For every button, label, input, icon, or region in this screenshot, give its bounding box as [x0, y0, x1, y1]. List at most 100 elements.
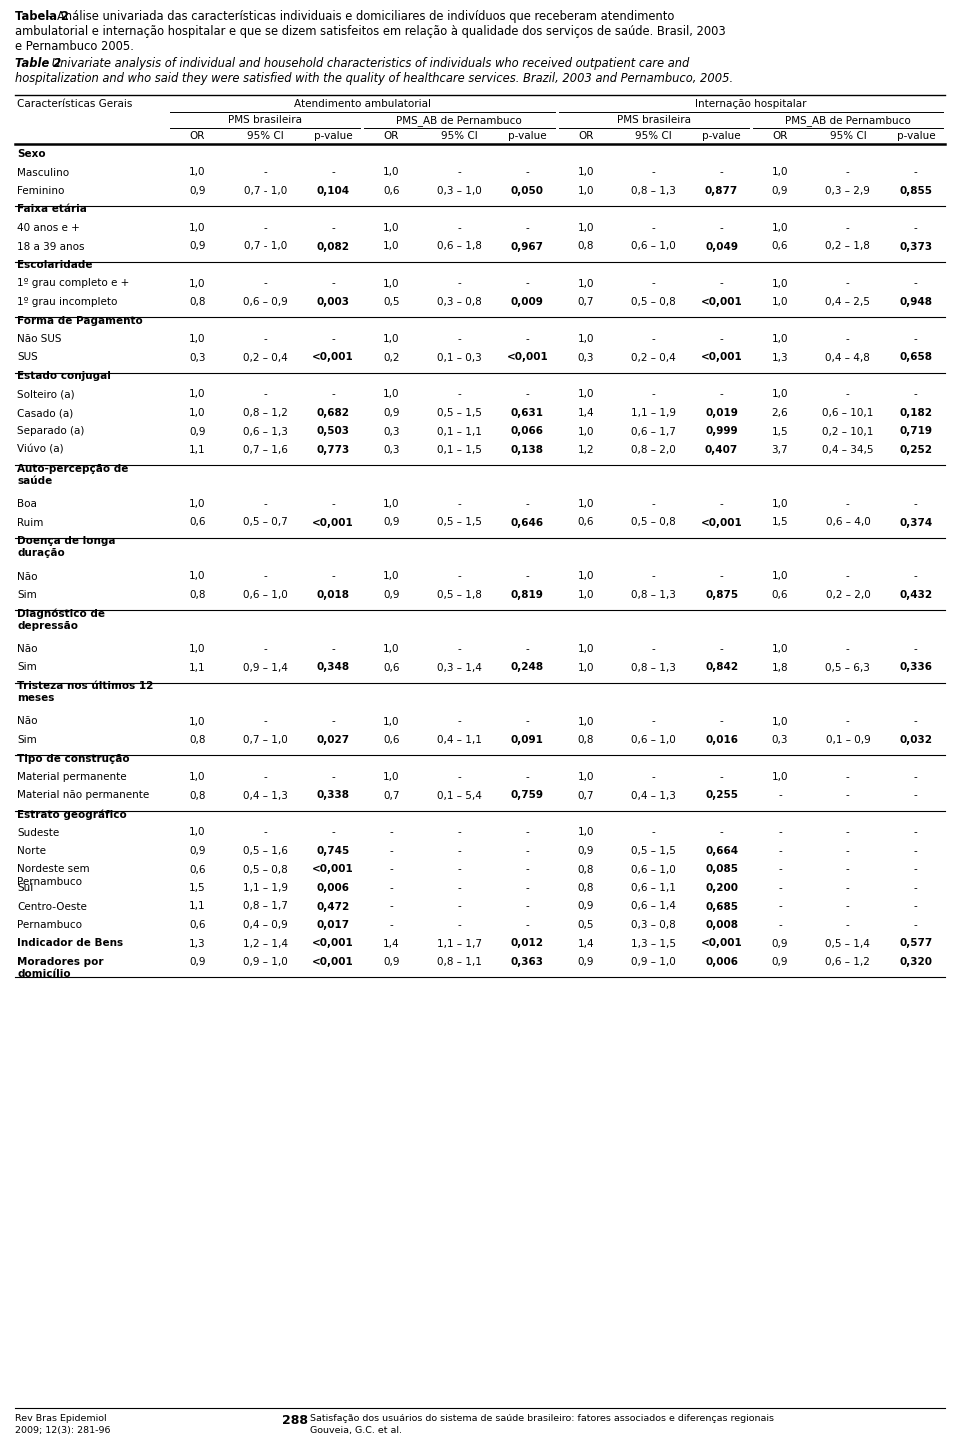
Text: 1,0: 1,0 — [189, 499, 205, 509]
Text: 0,9: 0,9 — [383, 590, 399, 600]
Text: 0,017: 0,017 — [317, 920, 349, 931]
Text: -: - — [652, 828, 656, 838]
Text: -: - — [263, 828, 267, 838]
Text: -: - — [331, 223, 335, 233]
Text: -: - — [458, 717, 461, 727]
Text: -: - — [846, 390, 850, 399]
Text: -: - — [914, 499, 918, 509]
Text: -: - — [263, 390, 267, 399]
Text: -: - — [458, 920, 461, 931]
Text: -: - — [263, 717, 267, 727]
Text: 0,4 – 0,9: 0,4 – 0,9 — [243, 920, 287, 931]
Text: -: - — [458, 279, 461, 289]
Text: <0,001: <0,001 — [312, 353, 354, 363]
Text: 0,745: 0,745 — [317, 845, 349, 855]
Text: 0,027: 0,027 — [317, 736, 349, 746]
Text: -: - — [778, 920, 781, 931]
Text: <0,001: <0,001 — [701, 517, 742, 527]
Text: Table 2: Table 2 — [15, 56, 61, 69]
Text: Pernambuco: Pernambuco — [17, 920, 82, 931]
Text: -: - — [652, 279, 656, 289]
Text: 0,6: 0,6 — [383, 662, 399, 672]
Text: -: - — [846, 902, 850, 912]
Text: Internação hospitalar: Internação hospitalar — [695, 100, 806, 108]
Text: 1,3: 1,3 — [189, 938, 205, 948]
Text: 0,6: 0,6 — [383, 186, 399, 197]
Text: -: - — [263, 168, 267, 178]
Text: 0,049: 0,049 — [705, 241, 738, 251]
Text: Tabela 2: Tabela 2 — [15, 10, 69, 23]
Text: 1,0: 1,0 — [383, 499, 399, 509]
Text: 0,9: 0,9 — [772, 957, 788, 967]
Text: Feminino: Feminino — [17, 186, 64, 197]
Text: <0,001: <0,001 — [312, 957, 354, 967]
Text: 0,091: 0,091 — [511, 736, 543, 746]
Text: -: - — [458, 772, 461, 782]
Text: -: - — [720, 644, 724, 655]
Text: -: - — [846, 644, 850, 655]
Text: 0,1 – 1,5: 0,1 – 1,5 — [437, 445, 482, 455]
Text: -: - — [652, 223, 656, 233]
Text: -: - — [846, 168, 850, 178]
Text: 18 a 39 anos: 18 a 39 anos — [17, 241, 84, 251]
Text: -: - — [914, 572, 918, 581]
Text: 0,948: 0,948 — [900, 298, 932, 306]
Text: Sim: Sim — [17, 662, 36, 672]
Text: -: - — [263, 772, 267, 782]
Text: Casado (a): Casado (a) — [17, 407, 73, 418]
Text: 0,2 – 2,0: 0,2 – 2,0 — [826, 590, 871, 600]
Text: 0,6 – 1,0: 0,6 – 1,0 — [243, 590, 287, 600]
Text: -: - — [846, 334, 850, 344]
Text: -: - — [914, 717, 918, 727]
Text: 1,0: 1,0 — [577, 644, 594, 655]
Text: -: - — [914, 864, 918, 874]
Text: 95% CI: 95% CI — [441, 131, 478, 142]
Text: -: - — [525, 883, 529, 893]
Text: -: - — [778, 902, 781, 912]
Text: 0,7: 0,7 — [383, 790, 399, 801]
Text: -: - — [846, 499, 850, 509]
Text: 1,0: 1,0 — [772, 499, 788, 509]
Text: 0,685: 0,685 — [705, 902, 738, 912]
Text: -: - — [652, 390, 656, 399]
Text: 0,842: 0,842 — [705, 662, 738, 672]
Text: -: - — [914, 279, 918, 289]
Text: -: - — [458, 828, 461, 838]
Text: 1,3: 1,3 — [772, 353, 788, 363]
Text: Não: Não — [17, 572, 37, 581]
Text: PMS brasileira: PMS brasileira — [228, 116, 302, 126]
Text: 1,0: 1,0 — [383, 241, 399, 251]
Text: 0,085: 0,085 — [705, 864, 738, 874]
Text: -: - — [846, 845, 850, 855]
Text: -: - — [525, 828, 529, 838]
Text: -: - — [525, 168, 529, 178]
Text: -: - — [846, 864, 850, 874]
Text: 1,5: 1,5 — [772, 517, 788, 527]
Text: -: - — [914, 334, 918, 344]
Text: 0,6: 0,6 — [189, 920, 205, 931]
Text: -: - — [525, 920, 529, 931]
Text: -: - — [720, 279, 724, 289]
Text: 0,875: 0,875 — [705, 590, 738, 600]
Text: 0,5 – 1,5: 0,5 – 1,5 — [437, 407, 482, 418]
Text: 0,6 – 0,9: 0,6 – 0,9 — [243, 298, 287, 306]
Text: 0,1 – 5,4: 0,1 – 5,4 — [437, 790, 482, 801]
Text: 0,631: 0,631 — [511, 407, 544, 418]
Text: 0,6: 0,6 — [577, 517, 594, 527]
Text: 1,0: 1,0 — [772, 644, 788, 655]
Text: 1,0: 1,0 — [772, 772, 788, 782]
Text: 1,0: 1,0 — [189, 572, 205, 581]
Text: -: - — [525, 334, 529, 344]
Text: 0,138: 0,138 — [511, 445, 544, 455]
Text: 0,9: 0,9 — [383, 517, 399, 527]
Text: -: - — [720, 390, 724, 399]
Text: 1,0: 1,0 — [383, 717, 399, 727]
Text: Sul: Sul — [17, 883, 34, 893]
Text: 1,0: 1,0 — [383, 772, 399, 782]
Text: 1,0: 1,0 — [383, 572, 399, 581]
Text: 95% CI: 95% CI — [829, 131, 866, 142]
Text: 1,0: 1,0 — [772, 390, 788, 399]
Text: 0,7: 0,7 — [577, 298, 594, 306]
Text: 0,577: 0,577 — [900, 938, 932, 948]
Text: Satisfação dos usuários do sistema de saúde brasileiro: fatores associados e dif: Satisfação dos usuários do sistema de sa… — [310, 1415, 774, 1435]
